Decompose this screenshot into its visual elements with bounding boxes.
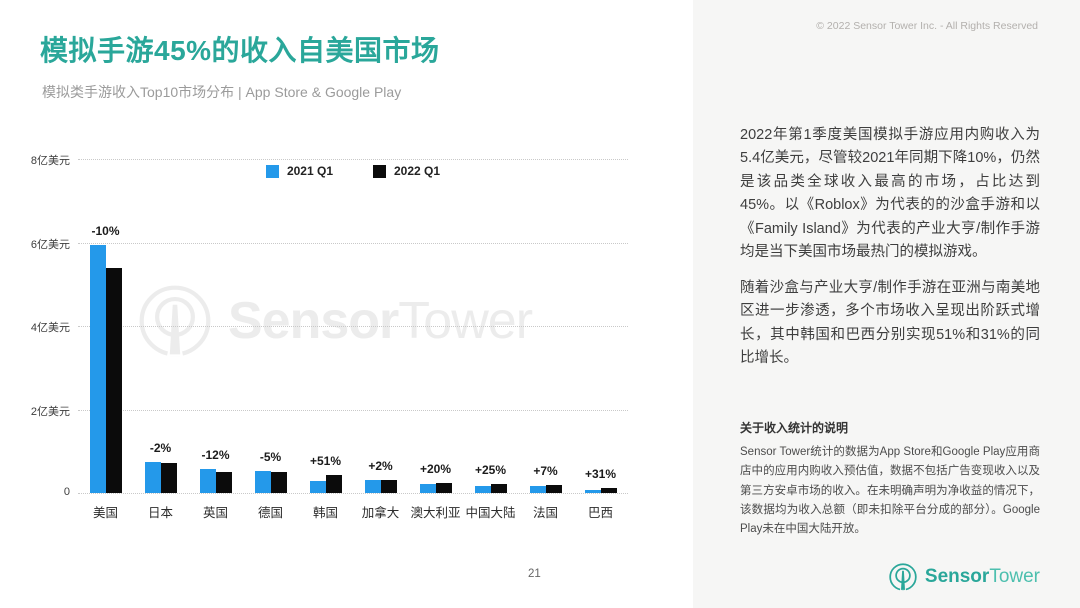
category-label: 中国大陆 (465, 506, 516, 520)
change-label: -2% (149, 441, 172, 456)
bar-2022 (600, 488, 617, 493)
gridline (78, 493, 628, 494)
note-body: Sensor Tower统计的数据为App Store和Google Play应… (740, 446, 1040, 536)
change-label: +51% (309, 454, 342, 469)
y-axis-tick-label: 6亿美元 (30, 238, 70, 251)
category-label: 英国 (202, 506, 228, 520)
bar-2022 (105, 267, 122, 493)
y-axis-tick-label: 4亿美元 (30, 322, 70, 334)
commentary-paragraph-2: 随着沙盒与产业大亨/制作手游在亚洲与南美地区进一步渗透，多个市场收入呈现出阶跃式… (740, 280, 1040, 367)
change-label: +2% (368, 458, 393, 473)
legend-item: 2022 Q1 (373, 164, 440, 178)
legend-label: 2021 Q1 (286, 164, 333, 178)
bar-2022 (325, 475, 342, 493)
y-axis-tick-label: 2亿美元 (30, 405, 70, 418)
bar-group: -2% 日本 (133, 159, 188, 520)
commentary-paragraph-1: 2022年第1季度美国模拟手游应用内购收入为5.4亿美元，尽管较2021年同期下… (740, 127, 1040, 261)
change-label: +7% (533, 464, 558, 479)
sensor-tower-watermark-icon (139, 285, 211, 357)
bar-group: +25% 中国大陆 (463, 159, 518, 520)
category-label: 德国 (257, 506, 283, 520)
legend-item: 2021 Q1 (265, 164, 333, 178)
bar-groups: -10% 美国 -2% 日本 -12% 英国 -5% 德国 +51% 韩国 +2% 加拿大 +20% 澳大… (78, 159, 628, 520)
bar-2021 (419, 484, 436, 493)
category-label: 澳大利亚 (410, 506, 461, 520)
bar-group: +51% 韩国 (298, 159, 353, 520)
category-label: 日本 (147, 506, 173, 520)
gridline (78, 326, 628, 327)
logo-text-sensor: Sensor (924, 566, 990, 587)
bar-2022 (215, 471, 232, 493)
page-number: 21 (528, 568, 541, 580)
change-label: +20% (419, 461, 452, 476)
page-title: 模拟手游45%的收入自美国市场 (40, 35, 440, 66)
bar-2021 (254, 470, 271, 493)
bar-2021 (309, 481, 326, 493)
legend-swatch (265, 164, 279, 178)
bar-2021 (529, 485, 546, 493)
bar-group: +20% 澳大利亚 (408, 159, 463, 520)
chart-legend: 2021 Q1 2022 Q1 (78, 164, 628, 178)
bar-group: +31% 巴西 (573, 159, 628, 520)
category-label: 美国 (92, 506, 118, 520)
bar-2022 (490, 484, 507, 493)
report-chart-section: 模拟手游45%的收入自美国市场 模拟类手游收入Top10市场分布 | App S… (30, 35, 628, 580)
bar-2022 (435, 482, 452, 493)
watermark: SensorTower (136, 282, 533, 360)
page-subtitle: 模拟类手游收入Top10市场分布 | App Store & Google Pl… (42, 84, 402, 100)
category-label: 加拿大 (361, 506, 400, 520)
note-title: 关于收入统计的说明 (740, 421, 849, 435)
change-label: -5% (259, 449, 282, 464)
copyright-text: © 2022 Sensor Tower Inc. - All Rights Re… (816, 20, 1038, 32)
bar-2021 (584, 489, 601, 493)
logo-text: SensorTower (925, 566, 1040, 588)
bar-2022 (545, 485, 562, 493)
bar-2022 (160, 462, 177, 493)
plot-area: SensorTower 2021 Q1 2022 Q1 8亿美元 6亿美元 4亿美元 2… (31, 155, 628, 520)
category-label: 法国 (532, 506, 558, 520)
watermark-text: SensorTower (228, 292, 533, 350)
bar-2022 (270, 472, 287, 493)
bar-2021 (364, 480, 381, 493)
sensor-tower-logo-icon (889, 563, 917, 591)
bar-group: +7% 法国 (518, 159, 573, 520)
change-label: +31% (584, 467, 617, 482)
legend-label: 2022 Q1 (394, 164, 441, 178)
bar-group: -5% 德国 (243, 159, 298, 520)
sensor-tower-logo: SensorTower (888, 562, 1040, 592)
change-label: -10% (91, 223, 120, 238)
gridline (78, 242, 628, 244)
gridline (78, 409, 628, 411)
bar-2022 (380, 479, 397, 493)
bar-group: -10% 美国 (78, 159, 133, 520)
legend-swatch (373, 164, 386, 178)
y-axis-tick-label: 0 (63, 486, 70, 498)
change-label: +25% (474, 463, 507, 478)
bar-2021 (144, 462, 161, 493)
bar-2021 (89, 244, 106, 493)
methodology-note: 关于收入统计的说明 Sensor Tower统计的数据为App Store和Go… (740, 419, 1040, 540)
gridline (78, 159, 628, 160)
category-label: 巴西 (587, 506, 613, 520)
commentary-panel: © 2022 Sensor Tower Inc. - All Rights Re… (693, 0, 1080, 608)
category-label: 韩国 (312, 506, 338, 520)
logo-text-tower: Tower (989, 566, 1040, 587)
y-axis-tick-label: 8亿美元 (30, 155, 70, 167)
bar-2021 (474, 485, 491, 493)
bar-group: -12% 英国 (188, 159, 243, 520)
bar-2021 (199, 468, 216, 493)
change-label: -12% (201, 447, 230, 462)
bar-group: +2% 加拿大 (353, 159, 408, 520)
